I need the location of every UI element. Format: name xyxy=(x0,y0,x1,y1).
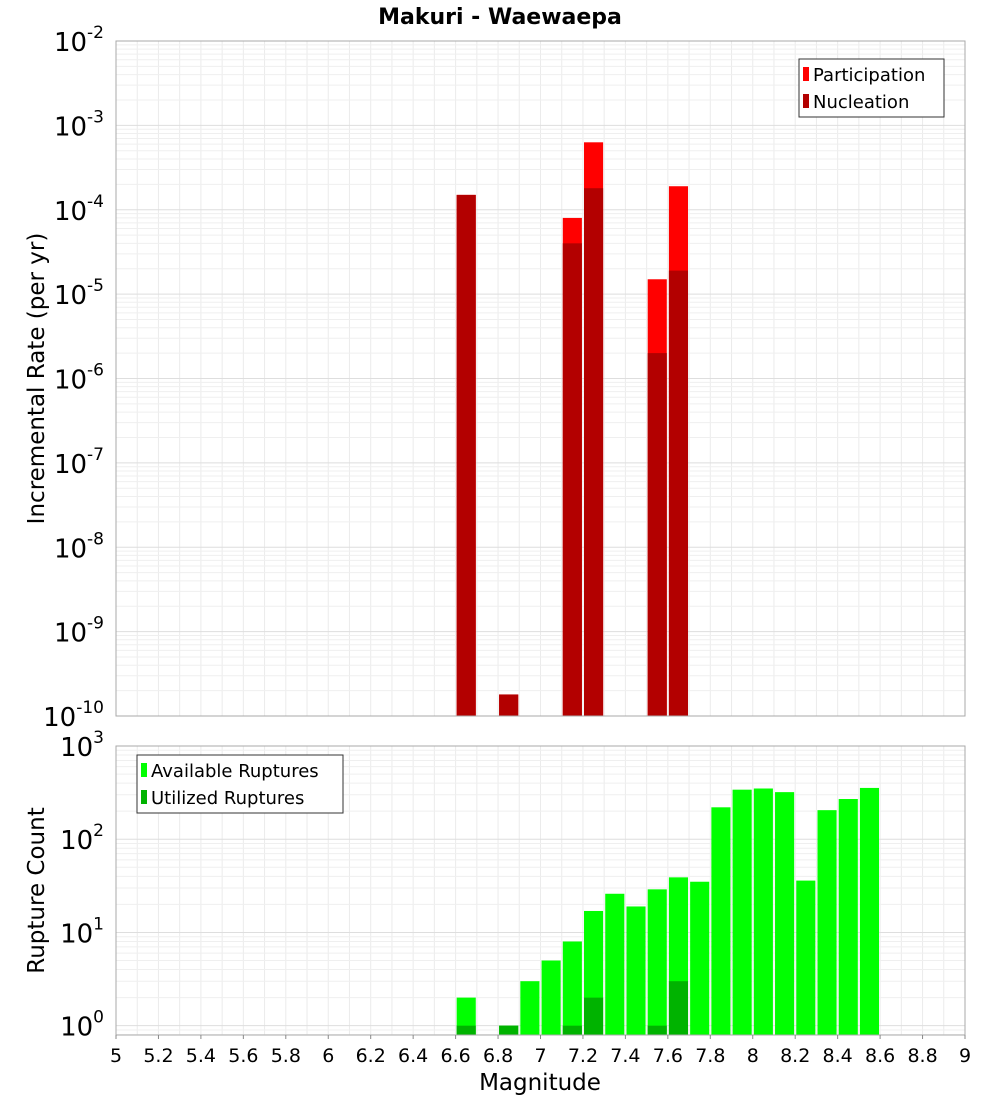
plot-layer: 1 0 -10 10-9 10-8 10-7 10-6 10-5 10-4 10-3 10-2 Inc… xyxy=(24,23,971,1096)
x-tick-label: 8.4 xyxy=(823,1045,853,1067)
x-tick-label: 7.6 xyxy=(653,1045,683,1067)
count-panel-bar-s2 xyxy=(456,1025,476,1035)
count-panel-legend-label: Utilized Ruptures xyxy=(151,788,304,809)
x-tick-label: 8 xyxy=(747,1045,759,1067)
x-tick-label: 6.4 xyxy=(398,1045,428,1067)
x-tick-label: 6.6 xyxy=(440,1045,470,1067)
rate-panel-ytick-exponent: -4 xyxy=(87,192,104,212)
rate-panel-ytick-exponent: -5 xyxy=(87,276,104,296)
x-tick-label: 7.8 xyxy=(695,1045,725,1067)
rate-panel-bar-s2 xyxy=(562,243,582,717)
x-tick-label: 5.6 xyxy=(228,1045,258,1067)
rate-panel-ytick-exponent: -6 xyxy=(87,361,104,381)
count-panel-bar-s1 xyxy=(711,807,731,1035)
rate-panel-legend-swatch xyxy=(803,94,809,108)
count-panel-bar-s1 xyxy=(520,981,540,1035)
rate-panel-legend-label: Nucleation xyxy=(813,92,909,113)
count-panel-ytick-label: 101 xyxy=(60,914,104,949)
count-panel-ytick-label: 100 xyxy=(60,1008,104,1043)
count-panel-bar-s1 xyxy=(690,881,710,1035)
count-panel-bar-s1 xyxy=(796,880,816,1035)
count-panel-ytick-label: 103 xyxy=(60,728,104,763)
x-tick-label: 9 xyxy=(959,1045,971,1067)
rate-panel-bar-s2 xyxy=(456,194,476,716)
rate-panel-legend-swatch xyxy=(803,67,809,81)
count-panel-bar-s1 xyxy=(541,960,561,1035)
x-tick-label: 5.2 xyxy=(143,1045,173,1067)
rate-panel-ytick-exponent: -3 xyxy=(87,107,104,127)
count-panel-ytick-label: 102 xyxy=(60,821,104,856)
x-tick-label: 6.8 xyxy=(483,1045,513,1067)
count-panel-bar-s2 xyxy=(647,1025,667,1035)
count-panel-ytick-exponent: 1 xyxy=(93,914,104,934)
x-tick-label: 8.8 xyxy=(907,1045,937,1067)
rate-panel-bar-s2 xyxy=(499,694,519,716)
x-tick-label: 7.4 xyxy=(610,1045,640,1067)
rate-panel-frame xyxy=(115,40,966,717)
count-panel-ylabel: Rupture Count xyxy=(24,807,50,973)
count-panel-bar-s2 xyxy=(499,1025,519,1035)
rate-panel-bar-s2 xyxy=(668,270,689,716)
rate-panel-ytick-label: 10-9 xyxy=(54,614,104,649)
x-tick-label: 6.2 xyxy=(356,1045,386,1067)
count-panel-legend-swatch xyxy=(141,763,147,777)
rate-panel-ytick-label: 10-5 xyxy=(54,276,104,311)
x-tick-label: 5.4 xyxy=(186,1045,216,1067)
count-panel-bar-s1 xyxy=(775,792,795,1035)
count-panel-bar-s1 xyxy=(605,893,625,1035)
rate-panel-ytick-label: 10-8 xyxy=(54,529,104,564)
count-panel-bar-s2 xyxy=(668,981,689,1035)
rate-panel-ytick-label: 10-7 xyxy=(54,445,104,480)
count-panel-bar-s1 xyxy=(817,810,837,1035)
rate-panel-ytick-exponent: -8 xyxy=(87,529,104,549)
rate-panel-ytick-label: 10-6 xyxy=(54,361,104,396)
x-tick-label: 7 xyxy=(534,1045,546,1067)
count-panel-bar-s2 xyxy=(562,1025,582,1035)
x-tick-label: 6 xyxy=(322,1045,334,1067)
count-panel-bar-s1 xyxy=(859,787,880,1035)
rate-panel-bar-s2 xyxy=(647,353,667,716)
rate-panel-bar-s2 xyxy=(584,188,604,717)
x-tick-label: 7.2 xyxy=(568,1045,598,1067)
count-panel-ytick-exponent: 2 xyxy=(93,821,104,841)
rate-panel-ytick-exponent: -9 xyxy=(87,614,104,634)
count-panel-bar-s2 xyxy=(584,997,604,1035)
x-axis-label: Magnitude xyxy=(479,1070,601,1096)
rate-panel-legend-box xyxy=(798,58,945,118)
rate-panel-ylabel: Incremental Rate (per yr) xyxy=(24,233,50,525)
count-panel-bar-s1 xyxy=(732,789,752,1035)
count-panel-legend-label: Available Ruptures xyxy=(151,761,319,782)
x-tick-label: 8.6 xyxy=(865,1045,895,1067)
count-panel-legend-box xyxy=(136,754,344,814)
x-tick-label: 5.8 xyxy=(271,1045,301,1067)
chart-title: Makuri - Waewaepa xyxy=(378,5,622,30)
count-panel-legend-swatch xyxy=(141,790,147,804)
x-tick-label: 8.2 xyxy=(780,1045,810,1067)
count-panel-bar-s1 xyxy=(456,997,476,1035)
rate-panel-ytick-label: 10-2 xyxy=(54,23,104,58)
count-panel-bar-s1 xyxy=(753,788,773,1035)
rate-panel-ytick-exponent: -10 xyxy=(76,698,104,718)
count-panel-bar-s1 xyxy=(647,889,667,1035)
count-panel-ytick-exponent: 3 xyxy=(93,728,104,748)
count-panel-bar-s1 xyxy=(626,906,646,1035)
rate-panel-ytick-exponent: -7 xyxy=(87,445,104,465)
rate-panel-ytick-label: 10-3 xyxy=(54,107,104,142)
rate-panel-legend-label: Participation xyxy=(813,65,925,86)
x-tick-label: 5 xyxy=(110,1045,122,1067)
rate-panel-ytick-exponent: -2 xyxy=(87,23,104,43)
rate-panel-ytick-label: 10-4 xyxy=(54,192,104,227)
count-panel-ytick-exponent: 0 xyxy=(93,1008,104,1028)
count-panel-bar-s1 xyxy=(838,799,858,1035)
count-panel-bar-s1 xyxy=(562,941,582,1035)
